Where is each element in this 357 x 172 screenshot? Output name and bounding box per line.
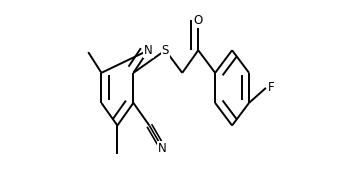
Text: N: N <box>144 44 153 57</box>
Text: O: O <box>193 14 203 27</box>
Text: N: N <box>158 142 167 155</box>
Text: S: S <box>162 44 169 57</box>
Text: F: F <box>268 81 275 94</box>
